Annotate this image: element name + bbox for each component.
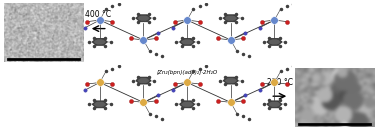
Polygon shape xyxy=(267,39,282,45)
Text: [Zn₂(bpn)(ado)₂]·2H₂O: [Zn₂(bpn)(ado)₂]·2H₂O xyxy=(156,70,218,75)
Polygon shape xyxy=(180,101,194,108)
Text: 250 °C: 250 °C xyxy=(267,78,293,87)
Text: 400 °C: 400 °C xyxy=(85,11,112,20)
Polygon shape xyxy=(93,39,107,45)
Polygon shape xyxy=(93,101,107,108)
Polygon shape xyxy=(267,101,282,108)
Polygon shape xyxy=(136,77,151,84)
Polygon shape xyxy=(223,77,238,84)
Polygon shape xyxy=(136,15,151,21)
Polygon shape xyxy=(223,15,238,21)
Polygon shape xyxy=(180,39,194,45)
